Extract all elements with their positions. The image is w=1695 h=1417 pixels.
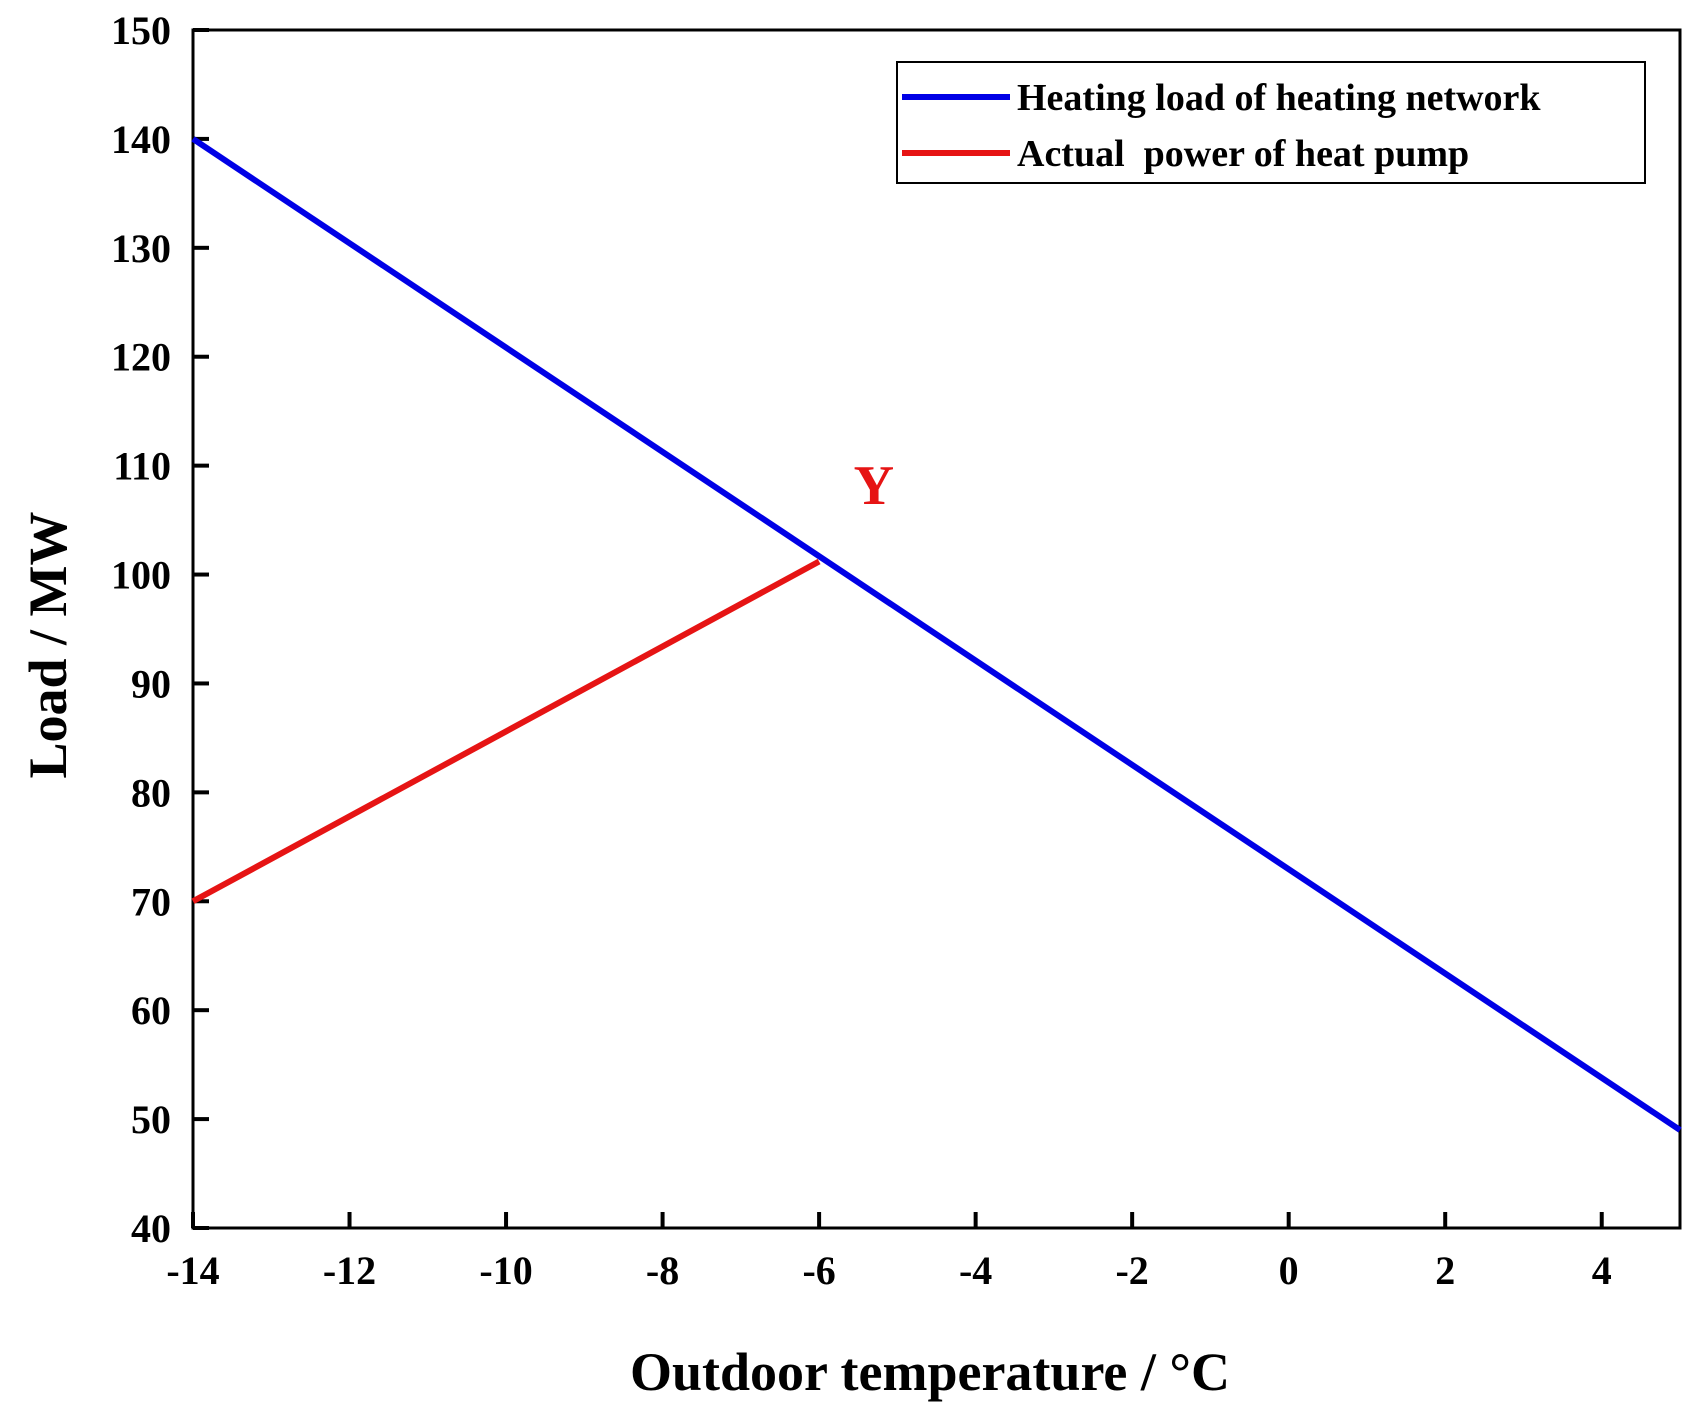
y-tick-label: 50 (131, 1097, 171, 1142)
axes (191, 28, 1682, 1230)
annotation-label: Y (854, 455, 894, 517)
y-tick-label: 130 (111, 226, 171, 271)
x-tick-label: -12 (323, 1248, 376, 1293)
annotations: Y (854, 455, 894, 517)
x-axis-title: Outdoor temperature / °C (630, 1342, 1230, 1402)
x-tick-label: -8 (646, 1248, 679, 1293)
x-tick-label: 0 (1279, 1248, 1299, 1293)
x-tick-label: -2 (1115, 1248, 1148, 1293)
x-tick-label: -6 (802, 1248, 835, 1293)
legend-box (896, 61, 1646, 184)
y-tick-label: 100 (111, 553, 171, 598)
x-tick-label: 4 (1592, 1248, 1612, 1293)
x-tick-label: -10 (479, 1248, 532, 1293)
y-axis-ticks: 40 50 60 70 80 90 100 110 120 130 140 150 (111, 8, 209, 1251)
series-line-heating-load (191, 136, 1682, 1133)
y-tick-label: 120 (111, 335, 171, 380)
x-tick-label: 2 (1435, 1248, 1455, 1293)
y-tick-label: 70 (131, 879, 171, 924)
plot-frame (191, 28, 1682, 1230)
y-tick-label: 150 (111, 8, 171, 53)
x-axis-ticks: -14 -12 -10 -8 -6 -4 -2 0 2 4 (166, 1212, 1612, 1293)
legend-label-heat-pump: Actual power of heat pump (1017, 133, 1469, 175)
y-tick-label: 90 (131, 661, 171, 706)
y-tick-label: 40 (131, 1206, 171, 1251)
series-line-heat-pump (191, 558, 821, 904)
legend: Heating load of heating network Actual p… (896, 61, 1646, 184)
legend-label-heating-load: Heating load of heating network (1017, 77, 1541, 119)
x-tick-label: -14 (166, 1248, 219, 1293)
x-tick-label: -4 (959, 1248, 992, 1293)
y-tick-label: 60 (131, 988, 171, 1033)
series-lines (191, 136, 1682, 1133)
y-axis-title: Load / MW (18, 511, 78, 778)
y-tick-label: 140 (111, 117, 171, 162)
y-tick-label: 80 (131, 770, 171, 815)
y-tick-label: 110 (113, 444, 171, 489)
